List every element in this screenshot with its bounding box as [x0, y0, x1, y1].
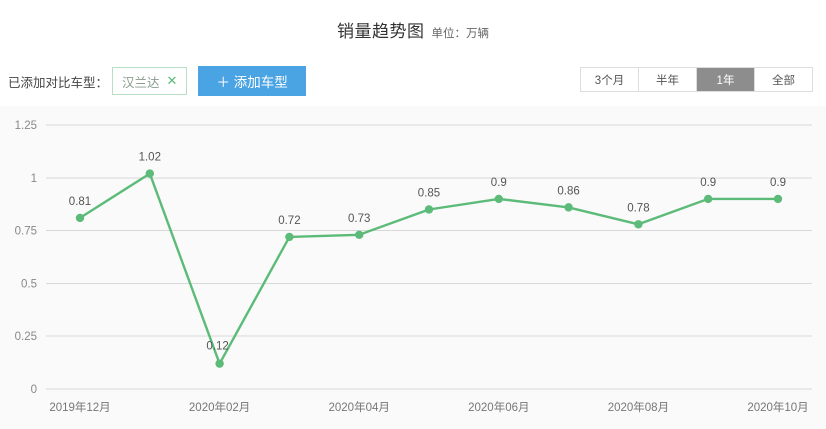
- y-axis-tick-label: 0.75: [15, 226, 37, 238]
- y-axis-ticks: 0 0.25 0.5 0.75 1 1.25: [15, 120, 37, 396]
- data-point-marker[interactable]: [494, 194, 503, 204]
- data-point-marker[interactable]: [424, 205, 434, 214]
- chart-plot-area: 0 0.25 0.5 0.75 1 1.25 2019年12月 2020年02月 2020年0…: [0, 106, 826, 429]
- range-button-halfyear[interactable]: 半年: [639, 68, 697, 91]
- data-point-label: 0.86: [557, 185, 579, 197]
- series-markers[interactable]: [75, 169, 783, 368]
- x-axis-tick-label: 2019年12月: [49, 400, 110, 414]
- y-axis-tick-label: 1.25: [15, 120, 37, 132]
- data-point-label: 0.72: [278, 215, 300, 227]
- chart-unit-subtitle: 单位：万辆: [431, 27, 490, 40]
- data-point-marker[interactable]: [285, 232, 294, 242]
- x-axis-ticks: 2019年12月 2020年02月 2020年04月 2020年06月 2020年08月…: [49, 400, 808, 414]
- close-icon[interactable]: ✕: [166, 73, 178, 89]
- x-axis-tick-label: 2020年06月: [468, 400, 529, 414]
- data-point-marker[interactable]: [145, 169, 154, 178]
- data-point-marker[interactable]: [564, 203, 573, 212]
- chart-header: 销量趋势图 单位：万辆: [0, 0, 826, 58]
- range-button-3months[interactable]: 3个月: [581, 68, 639, 91]
- data-point-marker[interactable]: [634, 220, 643, 229]
- data-point-marker[interactable]: [773, 194, 783, 204]
- data-point-label: 0.78: [627, 202, 649, 214]
- compare-car-group: 已添加对比车型： 汉兰达 ✕ ＋ 添加车型: [8, 66, 306, 96]
- line-chart-svg: 0 0.25 0.5 0.75 1 1.25 2019年12月 2020年02月 2020年0…: [15, 120, 812, 414]
- data-point-label: 0.85: [418, 187, 440, 199]
- series-point-labels: 0.81 1.02 0.12 0.72 0.73 0.85 0.9 0.86 0.78 0.9 0.…: [69, 152, 786, 353]
- x-axis-tick-label: 2020年04月: [329, 400, 390, 414]
- data-point-label: 0.12: [206, 341, 228, 353]
- data-point-label: 0.9: [700, 177, 716, 189]
- data-point-marker[interactable]: [704, 194, 713, 204]
- data-point-marker[interactable]: [75, 213, 85, 223]
- add-car-button[interactable]: ＋ 添加车型: [198, 66, 306, 96]
- title-wrap: 销量趋势图 单位：万辆: [337, 17, 489, 42]
- y-axis-tick-label: 0: [31, 384, 37, 396]
- car-chip-hanlanda[interactable]: 汉兰达 ✕: [112, 67, 188, 95]
- page-title: 销量趋势图: [337, 21, 425, 41]
- range-button-1year[interactable]: 1年: [697, 68, 755, 91]
- series-line-hanlanda: [78, 172, 780, 365]
- data-point-label: 1.02: [139, 152, 161, 164]
- x-axis-tick-label: 2020年08月: [608, 400, 669, 414]
- data-point-label: 0.9: [770, 177, 786, 189]
- chart-toolbar: 已添加对比车型： 汉兰达 ✕ ＋ 添加车型 3个月 半年 1年 全部: [0, 58, 826, 106]
- car-chip-label: 汉兰达: [122, 75, 160, 90]
- data-point-label: 0.73: [348, 213, 370, 225]
- data-point-label: 0.9: [491, 177, 507, 189]
- data-point-marker[interactable]: [215, 359, 224, 368]
- time-range-selector[interactable]: 3个月 半年 1年 全部: [580, 67, 813, 92]
- y-axis-tick-label: 0.25: [15, 331, 37, 343]
- compare-label: 已添加对比车型：: [8, 75, 109, 90]
- data-point-label: 0.81: [69, 196, 91, 208]
- range-button-all[interactable]: 全部: [755, 68, 812, 91]
- chart-gridlines: [46, 124, 812, 390]
- y-axis-tick-label: 1: [31, 173, 37, 185]
- x-axis-tick-label: 2020年02月: [189, 400, 250, 414]
- x-axis-tick-label: 2020年10月: [747, 400, 808, 414]
- y-axis-tick-label: 0.5: [21, 278, 37, 290]
- data-point-marker[interactable]: [355, 230, 364, 240]
